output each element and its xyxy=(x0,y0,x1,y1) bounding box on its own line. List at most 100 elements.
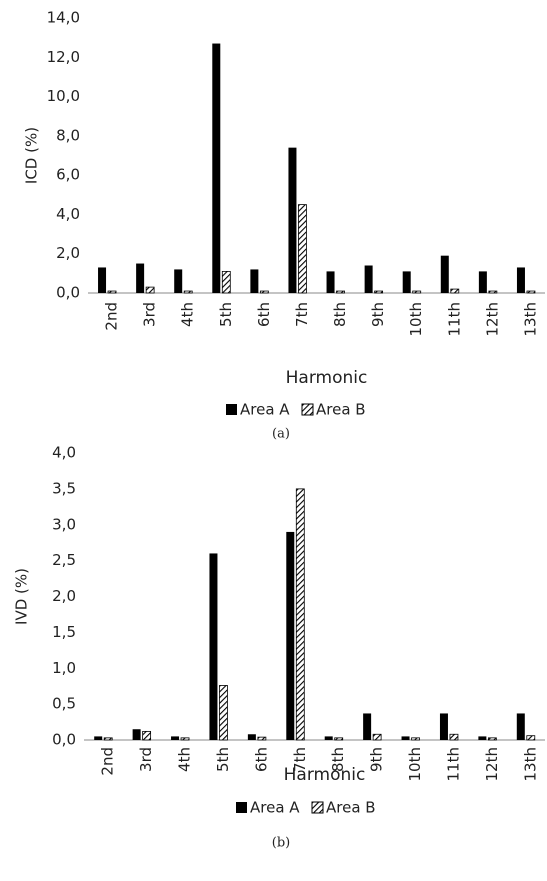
bar xyxy=(221,270,231,294)
x-tick-label: 9th xyxy=(368,747,386,772)
x-tick-label: 10th xyxy=(407,302,425,336)
bar xyxy=(180,737,190,741)
y-axis-title: IVD (%) xyxy=(13,568,31,625)
y-tick-label: 3,0 xyxy=(52,515,76,533)
caption: (b) xyxy=(272,836,290,851)
bar xyxy=(439,713,448,740)
x-tick-label: 8th xyxy=(329,747,347,772)
x-tick-label: 4th xyxy=(179,302,197,327)
bar xyxy=(478,736,487,740)
y-tick-label: 1,5 xyxy=(52,623,76,641)
bar xyxy=(526,290,536,294)
y-tick-label: 2,0 xyxy=(56,244,80,262)
x-tick-label: 4th xyxy=(176,747,194,772)
x-tick-label: 12th xyxy=(483,747,501,781)
caption: (a) xyxy=(272,427,290,442)
legend-label: Area A xyxy=(240,401,290,419)
x-axis-title: Harmonic xyxy=(284,765,366,785)
x-tick-label: 8th xyxy=(331,302,349,327)
bar xyxy=(94,736,103,740)
x-tick-label: 10th xyxy=(406,747,424,781)
bar xyxy=(295,488,305,741)
bar xyxy=(374,290,384,294)
x-tick-label: 11th xyxy=(444,747,462,781)
x-tick-label: 3rd xyxy=(141,302,159,327)
bar xyxy=(401,736,410,740)
bar xyxy=(411,737,420,741)
y-tick-label: 2,0 xyxy=(52,587,76,605)
bar xyxy=(412,290,422,294)
bar xyxy=(288,147,297,293)
x-tick-label: 13th xyxy=(521,302,539,336)
x-tick-label: 2nd xyxy=(103,302,121,331)
legend-label: Area B xyxy=(316,401,366,419)
y-tick-label: 4,0 xyxy=(52,444,76,462)
bar xyxy=(364,265,373,293)
x-tick-label: 9th xyxy=(369,302,387,327)
bar xyxy=(259,290,269,294)
legend-label: Area B xyxy=(326,799,376,817)
bar xyxy=(98,267,107,293)
x-tick-label: 7th xyxy=(291,747,309,772)
y-tick-label: 4,0 xyxy=(56,205,80,223)
y-tick-label: 2,5 xyxy=(52,551,76,569)
x-tick-label: 3rd xyxy=(137,747,155,772)
x-tick-label: 5th xyxy=(214,747,232,772)
bar xyxy=(107,290,117,294)
bar xyxy=(209,553,218,740)
bar xyxy=(103,737,113,741)
bar xyxy=(183,290,193,294)
y-tick-label: 14,0 xyxy=(47,9,80,27)
bar xyxy=(334,737,344,741)
y-tick-label: 8,0 xyxy=(56,126,80,144)
y-axis-title: ICD (%) xyxy=(23,127,41,184)
x-tick-label: 7th xyxy=(293,302,311,327)
bar xyxy=(298,204,307,294)
bar xyxy=(142,730,152,741)
bar xyxy=(488,290,498,294)
bar xyxy=(286,531,295,740)
legend-swatch xyxy=(311,801,324,814)
bar xyxy=(132,729,141,740)
bar xyxy=(219,685,228,741)
legend-swatch xyxy=(226,404,237,415)
legend-label: Area A xyxy=(250,799,300,817)
x-tick-label: 5th xyxy=(217,302,235,327)
legend-swatch xyxy=(236,802,247,813)
x-tick-label: 13th xyxy=(521,747,539,781)
y-tick-label: 0,0 xyxy=(56,284,80,302)
bar xyxy=(363,713,372,740)
bar xyxy=(440,255,449,293)
bar xyxy=(212,43,221,294)
y-tick-label: 6,0 xyxy=(56,166,80,184)
bar xyxy=(336,290,345,294)
y-tick-label: 0,5 xyxy=(52,695,76,713)
bar xyxy=(526,735,536,741)
x-axis-title: Harmonic xyxy=(286,368,368,388)
x-tick-label: 2nd xyxy=(99,747,117,776)
bar xyxy=(171,736,180,740)
bar xyxy=(136,263,145,293)
bar xyxy=(324,736,333,740)
x-tick-label: 12th xyxy=(483,302,501,336)
legend-swatch xyxy=(301,403,314,416)
bar xyxy=(372,733,382,741)
y-tick-label: 12,0 xyxy=(47,48,80,66)
bar xyxy=(478,271,487,293)
bar xyxy=(402,271,411,293)
x-tick-label: 6th xyxy=(252,747,270,772)
y-tick-label: 0,0 xyxy=(52,731,76,749)
x-tick-label: 6th xyxy=(255,302,273,327)
bar xyxy=(487,737,497,741)
y-tick-label: 10,0 xyxy=(47,87,80,105)
x-tick-label: 11th xyxy=(445,302,463,336)
bar xyxy=(516,713,525,740)
bar xyxy=(145,286,155,294)
bar xyxy=(257,736,267,741)
bar xyxy=(247,734,256,740)
bar xyxy=(450,288,460,294)
bar xyxy=(516,267,525,293)
y-tick-label: 3,5 xyxy=(52,479,76,497)
bar xyxy=(174,269,183,293)
